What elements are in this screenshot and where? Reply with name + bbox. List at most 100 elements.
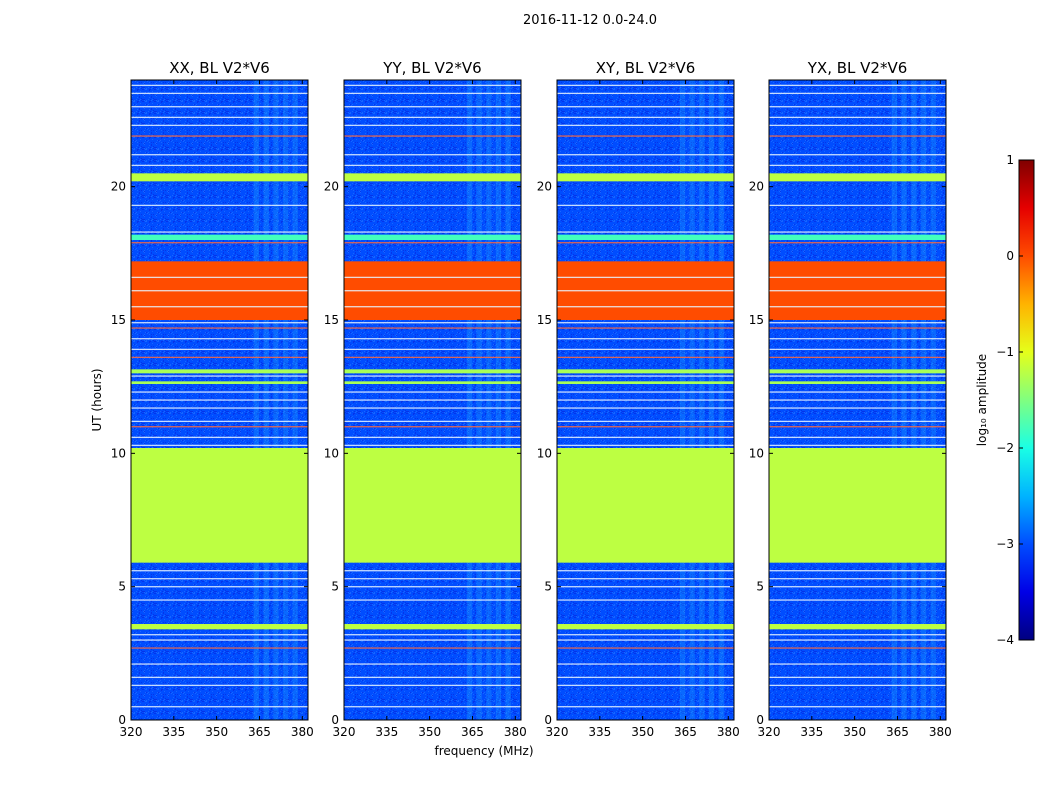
x-tick-label: 380: [291, 725, 314, 739]
time-line: [344, 599, 521, 601]
colorbar-tick-label: 1: [1006, 153, 1014, 167]
x-tick-label: 365: [886, 725, 909, 739]
time-line: [557, 276, 734, 279]
y-tick-label: 5: [756, 580, 764, 594]
time-line: [557, 647, 734, 649]
amplitude-band: [344, 624, 521, 630]
time-line: [344, 444, 521, 447]
time-line: [769, 276, 946, 279]
panel-yy: YY, BL V2*V6 320 335 350 365 380 0 5 10 15 20: [324, 59, 527, 739]
time-line: [131, 106, 308, 108]
time-line: [131, 356, 308, 359]
time-line: [344, 356, 521, 359]
x-tick-label: 365: [674, 725, 697, 739]
colorbar: [1018, 159, 1035, 641]
colorbar-tick-label: −2: [996, 441, 1014, 455]
time-line: [769, 92, 946, 95]
time-line: [344, 426, 521, 428]
y-tick-label: 15: [537, 313, 552, 327]
amplitude-band: [131, 369, 308, 374]
time-line: [557, 164, 734, 167]
amplitude-band: [769, 234, 946, 240]
time-line: [344, 84, 521, 87]
time-line: [131, 276, 308, 279]
time-line: [557, 154, 734, 156]
y-tick-label: 20: [537, 180, 552, 194]
time-line: [557, 634, 734, 636]
time-line: [131, 92, 308, 95]
x-tick-label: 320: [333, 725, 356, 739]
amplitude-band: [344, 173, 521, 182]
time-line: [131, 639, 308, 641]
time-line: [344, 276, 521, 279]
time-line: [344, 663, 521, 665]
time-line: [769, 338, 946, 340]
panel-frame: [343, 79, 522, 721]
time-line: [769, 106, 946, 108]
time-line: [131, 684, 308, 687]
time-line: [131, 84, 308, 87]
time-line: [557, 306, 734, 308]
time-line: [344, 375, 521, 377]
time-line: [769, 684, 946, 687]
amplitude-band: [344, 381, 521, 384]
time-line: [131, 124, 308, 127]
amplitude-band: [131, 448, 308, 563]
time-line: [344, 436, 521, 439]
time-line: [131, 327, 308, 329]
time-line: [131, 663, 308, 665]
time-line: [769, 586, 946, 588]
time-line: [344, 106, 521, 108]
time-line: [557, 290, 734, 292]
time-line: [344, 242, 521, 244]
x-tick-label: 335: [588, 725, 611, 739]
amplitude-band: [344, 448, 521, 563]
time-line: [131, 578, 308, 580]
time-line: [557, 407, 734, 409]
time-line: [769, 306, 946, 308]
time-line: [769, 124, 946, 127]
y-tick-label: 15: [749, 313, 764, 327]
colorbar-tick-label: 0: [1006, 249, 1014, 263]
panel-xx: XX, BL V2*V6 320 335 350 365 380 0 5 10 15 20: [111, 59, 314, 739]
time-line: [769, 634, 946, 636]
x-tick-label: 380: [504, 725, 527, 739]
time-line: [131, 570, 308, 572]
x-tick-label: 320: [758, 725, 781, 739]
time-line: [344, 164, 521, 167]
time-line: [344, 92, 521, 95]
amplitude-band: [769, 381, 946, 384]
amplitude-band: [769, 448, 946, 563]
time-line: [131, 348, 308, 351]
time-line: [131, 634, 308, 636]
time-line: [557, 676, 734, 679]
time-line: [344, 570, 521, 572]
time-line: [769, 84, 946, 87]
panel-frame: [130, 79, 309, 721]
time-line: [769, 420, 946, 423]
time-line: [557, 106, 734, 108]
time-line: [344, 290, 521, 292]
time-line: [344, 647, 521, 649]
time-line: [344, 306, 521, 308]
time-line: [769, 706, 946, 708]
time-line: [131, 231, 308, 233]
time-line: [769, 322, 946, 324]
time-line: [557, 706, 734, 708]
x-tick-label: 350: [631, 725, 654, 739]
colorbar-tick-label: −4: [996, 633, 1014, 647]
y-axis-label: UT (hours): [90, 368, 104, 431]
x-tick-label: 380: [929, 725, 952, 739]
time-line: [344, 586, 521, 588]
time-line: [557, 426, 734, 428]
time-line: [769, 164, 946, 167]
time-line: [769, 399, 946, 401]
time-line: [769, 348, 946, 351]
panel-xy: XY, BL V2*V6 320 335 350 365 380 0 5 10 15 20: [537, 59, 740, 739]
time-line: [769, 436, 946, 439]
time-line: [557, 322, 734, 324]
panel-frame: [768, 79, 947, 721]
time-line: [557, 135, 734, 137]
y-tick-label: 10: [111, 446, 126, 460]
